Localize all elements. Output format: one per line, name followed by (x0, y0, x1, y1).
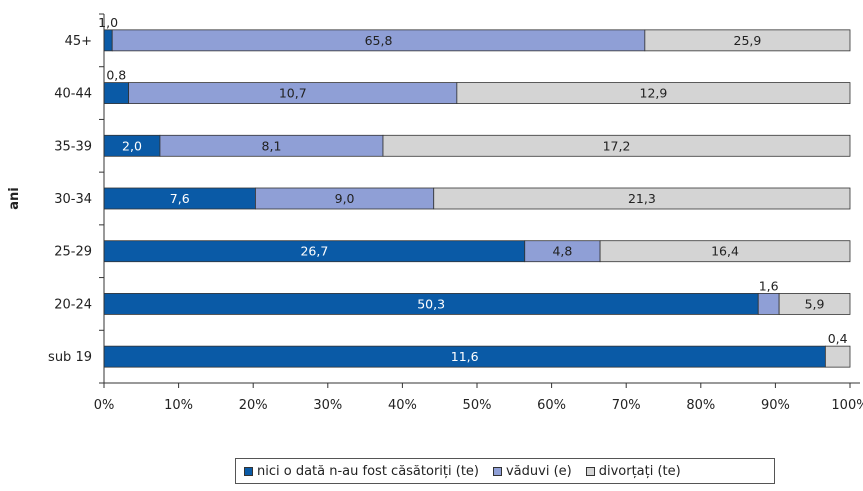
bar-segment (778, 293, 851, 315)
x-tick-label: 90% (761, 398, 790, 413)
legend-swatch-divorced (585, 466, 595, 476)
data-label: 21,3 (628, 191, 656, 206)
y-tick-label: 40-44 (54, 87, 92, 102)
data-label: 0,4 (828, 331, 848, 346)
data-label: 9,0 (335, 191, 355, 206)
y-tick-label: sub 19 (48, 350, 92, 365)
data-label: 1,6 (759, 278, 779, 293)
bar-segment (456, 82, 851, 104)
legend-label-divorced: divorțați (te) (598, 463, 681, 479)
data-label: 4,8 (552, 244, 572, 259)
x-tick-label: 80% (686, 398, 715, 413)
x-tick-label: 30% (313, 398, 342, 413)
data-label: 16,4 (711, 244, 739, 259)
bar-segment (433, 187, 851, 210)
data-label: 0,8 (106, 68, 126, 83)
data-label: 12,9 (640, 86, 668, 101)
data-label: 26,7 (300, 244, 328, 259)
legend-label-never-married: nici o dată n-au fost căsătoriți (te) (257, 463, 479, 479)
x-tick-label: 20% (239, 398, 268, 413)
x-tick-label: 70% (612, 398, 641, 413)
data-label: 25,9 (734, 33, 762, 48)
legend: nici o dată n-au fost căsătoriți (te) vă… (235, 458, 775, 484)
y-tick-label: 30-34 (54, 192, 92, 207)
bar-segment (757, 293, 780, 315)
data-label: 65,8 (365, 33, 393, 48)
data-label: 7,6 (170, 191, 190, 206)
y-tick-label: 25-29 (54, 245, 92, 260)
bar-segment (824, 345, 851, 368)
data-label: 17,2 (603, 138, 631, 153)
x-tick-label: 100% (831, 398, 863, 413)
data-label: 1,0 (98, 15, 118, 30)
data-label: 50,3 (417, 296, 445, 311)
x-tick-label: 10% (164, 398, 193, 413)
data-label: 11,6 (451, 349, 479, 364)
legend-swatch-widowed (492, 466, 502, 476)
y-axis-title: ani (7, 187, 22, 209)
x-tick-label: 60% (537, 398, 566, 413)
y-tick-label: 20-24 (54, 297, 92, 312)
y-tick-label: 45+ (65, 34, 92, 49)
data-label: 2,0 (122, 138, 142, 153)
y-tick-label: 35-39 (54, 139, 92, 154)
legend-item-never-married: nici o dată n-au fost căsătoriți (te) (244, 464, 479, 479)
data-label: 5,9 (805, 296, 825, 311)
bar-segment (599, 240, 851, 263)
bar-segment (103, 29, 113, 52)
bar-segment (382, 134, 851, 157)
x-tick-label: 50% (463, 398, 492, 413)
x-tick-label: 40% (388, 398, 417, 413)
legend-label-widowed: văduvi (e) (505, 463, 572, 479)
data-label: 8,1 (262, 138, 282, 153)
legend-swatch-never-married (244, 466, 253, 476)
bar-segment (644, 29, 851, 52)
legend-item-widowed: văduvi (e) (492, 463, 572, 479)
legend-item-divorced: divorțați (te) (585, 463, 681, 479)
bar-segment (103, 82, 130, 104)
data-label: 10,7 (279, 86, 307, 101)
x-tick-label: 0% (94, 398, 115, 413)
